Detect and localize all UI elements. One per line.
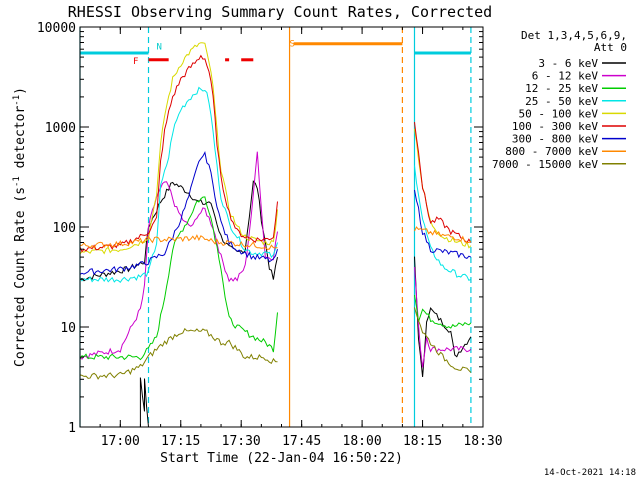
y-axis-label: Corrected Count Rate (s-1 detector-1)	[12, 87, 28, 367]
legend-entry-label: 12 - 25 keV	[525, 82, 598, 95]
chart-title: RHESSI Observing Summary Count Rates, Co…	[68, 3, 492, 21]
legend-header-line-2: Att 0	[594, 41, 627, 54]
series-800-7000-kev-line-after-gap	[414, 226, 472, 243]
series-3-6-kev-burst	[139, 377, 149, 428]
legend-entry-label: 6 - 12 keV	[532, 70, 599, 83]
x-tick-label: 17:30	[222, 434, 261, 449]
marker-label-s: S	[290, 39, 295, 49]
x-tick-label: 18:00	[343, 434, 382, 449]
series-100-300-kev-line-after-gap	[414, 122, 472, 244]
series-300-800-kev-line-after-gap	[414, 189, 472, 259]
legend-entry-label: 300 - 800 keV	[512, 133, 598, 146]
series-6-12-kev-line-after-gap	[414, 267, 472, 368]
series-25-50-kev-line	[79, 86, 278, 284]
series-300-800-kev-line	[79, 151, 278, 276]
series-100-300-kev-line	[79, 54, 278, 253]
x-tick-label: 17:00	[101, 434, 140, 449]
x-tick-label: 17:45	[282, 434, 321, 449]
y-tick-label: 1000	[45, 121, 76, 136]
legend-entry-label: 800 - 7000 keV	[505, 145, 598, 158]
y-tick-label: 10	[60, 321, 76, 336]
plot-area: N F S	[79, 27, 472, 428]
legend-header-line-1: Det 1,3,4,5,6,9,	[521, 29, 627, 42]
y-tick-label: 10000	[37, 21, 76, 36]
x-tick-label: 18:30	[463, 434, 502, 449]
legend-entry-label: 25 - 50 keV	[525, 95, 598, 108]
series-12-25-kev-line	[79, 196, 278, 361]
footer-timestamp: 14-Oct-2021 14:18	[544, 468, 636, 478]
x-axis-label: Start Time (22-Jan-04 16:50:22)	[160, 451, 403, 466]
series-7000-15000-kev-line	[79, 327, 278, 380]
legend-entry-label: 100 - 300 keV	[512, 120, 598, 133]
marker-label-f: F	[133, 57, 138, 67]
y-tick-label: 100	[53, 221, 76, 236]
y-tick-label: 1	[68, 421, 76, 436]
series-12-25-kev-line-after-gap	[414, 294, 472, 329]
series-3-6-kev-line	[79, 180, 278, 282]
legend-entry-label: 7000 - 15000 keV	[492, 158, 598, 171]
series-800-7000-kev-line	[79, 234, 278, 250]
series-50-100-kev-line	[79, 42, 278, 255]
legend-entry-label: 50 - 100 keV	[519, 107, 599, 120]
series-7000-15000-kev-line-after-gap	[414, 307, 472, 373]
legend-entry-label: 3 - 6 keV	[538, 57, 598, 70]
x-tick-label: 17:15	[161, 434, 200, 449]
series-25-50-kev-line-after-gap	[414, 165, 472, 281]
x-tick-label: 18:15	[403, 434, 442, 449]
marker-label-n: N	[157, 43, 162, 53]
axes: 17:00 17:15 17:30 17:45 18:00 18:15 18:30 1 10 10…	[37, 21, 503, 449]
series-6-12-kev-line	[79, 151, 278, 360]
